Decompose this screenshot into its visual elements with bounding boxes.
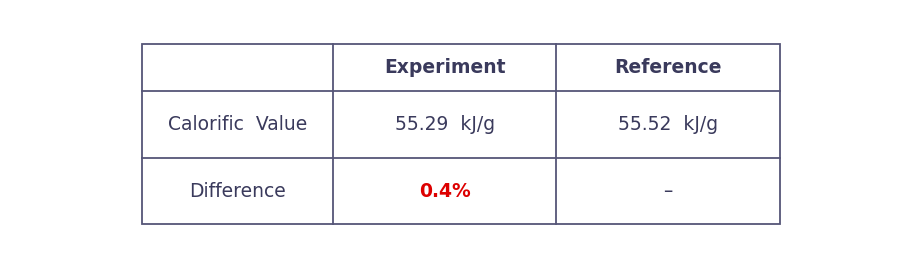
Text: Experiment: Experiment	[384, 58, 505, 77]
Text: 55.52  kJ/g: 55.52 kJ/g	[619, 115, 718, 134]
Text: Calorific  Value: Calorific Value	[168, 115, 307, 134]
Text: 0.4%: 0.4%	[419, 182, 471, 201]
Text: Difference: Difference	[189, 182, 286, 201]
Text: 55.29  kJ/g: 55.29 kJ/g	[395, 115, 494, 134]
Bar	[142, 44, 779, 225]
Text: –: –	[663, 182, 672, 201]
Text: Reference: Reference	[614, 58, 722, 77]
